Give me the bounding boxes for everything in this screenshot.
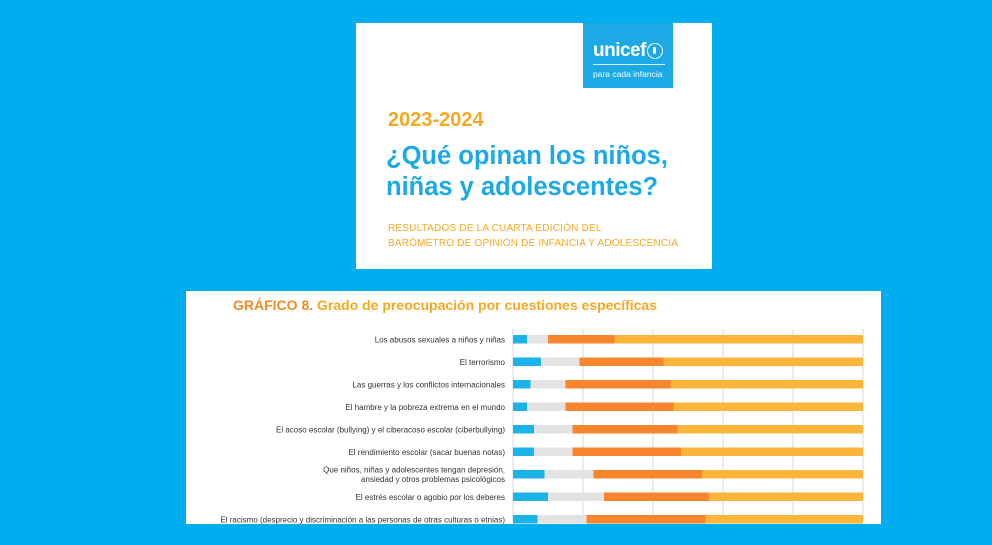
category-label: El estrés escolar o agobio por los deber… [356, 493, 505, 502]
bar-4-segment-3 [565, 402, 674, 411]
cover-title: ¿Qué opinan los niños, niñas y adolescen… [386, 141, 706, 203]
bar-8-segment-4 [709, 492, 863, 501]
bar-1-segment-3 [548, 335, 615, 344]
bar-7-segment-2 [544, 470, 594, 479]
bar-2-segment-1 [513, 357, 541, 366]
bar-5-segment-2 [534, 425, 573, 434]
cover-subtitle-line-1: RESULTADOS DE LA CUARTA EDICIÓN DEL [388, 223, 602, 234]
cover-title-line-1: ¿Qué opinan los niños, [386, 142, 668, 170]
cover-year: 2023-2024 [388, 109, 484, 131]
bar-5-segment-4 [677, 425, 863, 434]
bar-4-segment-2 [527, 402, 566, 411]
category-label: Los abusos sexuales a niños y niñas [375, 335, 505, 344]
bar-9-segment-3 [586, 515, 706, 524]
bar-9-segment-1 [513, 515, 538, 524]
category-label: Las guerras y los conflictos internacion… [352, 380, 505, 389]
chart-title-text: Grado de preocupación por cuestiones esp… [313, 297, 658, 313]
chart-title-lead: GRÁFICO 8. [233, 297, 314, 313]
category-label: El rendimiento escolar (sacar buenas not… [348, 448, 505, 457]
bar-3-segment-3 [565, 380, 671, 389]
bar-9-segment-2 [537, 515, 587, 524]
bar-6-segment-4 [681, 447, 863, 456]
bar-6-segment-3 [572, 447, 681, 456]
bar-2-segment-4 [663, 357, 863, 366]
bar-7-segment-3 [593, 470, 702, 479]
logo-wordmark: unicef [593, 40, 646, 61]
bar-8-segment-2 [548, 492, 604, 501]
bar-2-segment-3 [579, 357, 664, 366]
bar-3-segment-4 [670, 380, 863, 389]
bar-1-segment-2 [527, 335, 548, 344]
bar-3-segment-1 [513, 380, 531, 389]
bar-1-segment-4 [614, 335, 863, 344]
bar-8-segment-1 [513, 492, 548, 501]
unicef-emblem-icon [647, 43, 663, 59]
cover-title-line-2: niñas y adolescentes? [386, 173, 659, 201]
stacked-bar-chart: Los abusos sexuales a niños y niñas El te… [220, 329, 864, 524]
bar-6-segment-2 [534, 447, 573, 456]
bar-4-segment-4 [674, 402, 863, 411]
cover-subtitle: RESULTADOS DE LA CUARTA EDICIÓN DEL BARÓ… [388, 221, 708, 251]
cover-subtitle-line-2: BARÓMETRO DE OPINIÓN DE INFANCIA Y ADOLE… [388, 238, 679, 249]
chart-title: GRÁFICO 8. Grado de preocupación por cue… [233, 297, 657, 313]
bar-2-segment-2 [541, 357, 580, 366]
category-label: El terrorismo [460, 358, 506, 367]
bar-9-segment-4 [705, 515, 863, 524]
bar-7-segment-1 [513, 470, 545, 479]
bar-4-segment-1 [513, 402, 527, 411]
bar-5-segment-3 [572, 425, 678, 434]
logo-tagline: para cada infancia [593, 69, 663, 79]
bar-3-segment-2 [530, 380, 566, 389]
bar-7-segment-4 [702, 470, 863, 479]
unicef-logo: unicef para cada infancia [583, 23, 673, 88]
category-label: El racismo (desprecio y discriminación a… [220, 515, 505, 524]
category-label: El acoso escolar (bullying) y el ciberac… [276, 425, 505, 434]
bar-5-segment-1 [513, 425, 534, 434]
bar-1-segment-1 [513, 335, 527, 344]
category-label: Que niños, niñas y adolescentes tengan d… [323, 466, 505, 485]
category-label: El hambre y la pobreza extrema en el mun… [345, 403, 505, 412]
bar-8-segment-3 [604, 492, 709, 501]
bar-6-segment-1 [513, 447, 534, 456]
chart-panel: GRÁFICO 8. Grado de preocupación por cue… [186, 291, 881, 524]
report-cover: unicef para cada infancia 2023-2024 ¿Qué… [356, 23, 712, 269]
logo-divider [593, 64, 665, 65]
